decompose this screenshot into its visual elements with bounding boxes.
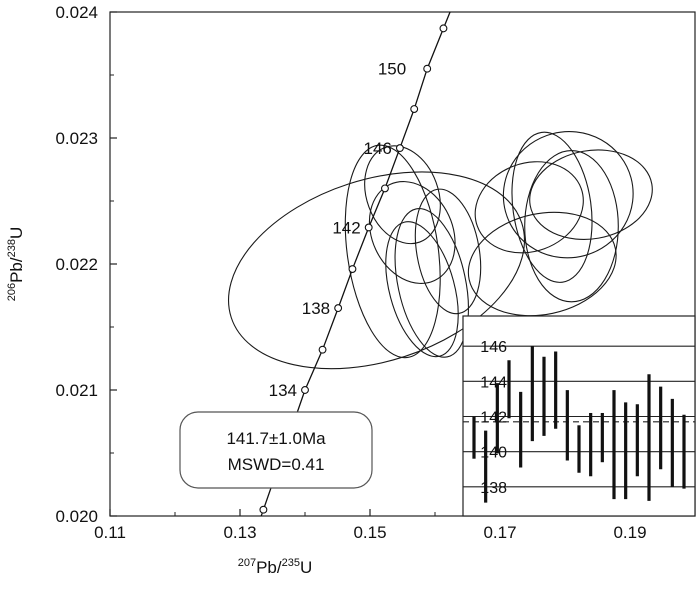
axes: 0.110.130.150.170.190.210.0200.0210.0220… [55,3,696,542]
concordia-age-label: 142 [332,218,360,237]
y-label-sup2: 238 [6,239,18,257]
error-ellipse [394,208,469,358]
inset-tick-label: 142 [480,410,507,427]
annotation-frame [179,411,373,489]
error-ellipse [364,145,441,245]
error-ellipses [227,131,653,370]
age-result: 141.7±1.0Ma [226,429,326,448]
x-tick-label: 0.13 [223,523,256,542]
concordia-age-marker [410,105,419,113]
y-label-base2: U [7,227,26,239]
concordia-age-marker [364,223,373,232]
annotation-box: 141.7±1.0Ma MSWD=0.41 [179,411,373,489]
concordia-age-marker [348,265,357,273]
y-label-sup1: 206 [6,283,18,301]
concordia-age-label: 146 [364,139,392,158]
x-label-base1: Pb/ [256,558,282,577]
concordia-age-marker [318,345,327,354]
y-tick-label: 0.022 [55,255,98,274]
concordia-curve [259,12,451,516]
error-ellipse [227,171,526,370]
error-ellipse [502,131,634,259]
x-tick-label: 0.17 [483,523,516,542]
concordia-age-marker [423,64,432,73]
y-axis-label: 206Pb/238U [6,227,26,302]
inset-tick-label: 146 [480,339,507,356]
mswd-value: MSWD=0.41 [228,455,325,474]
x-label-sup2: 235 [282,557,300,569]
main-plot: 150 146 142 138 134 [227,12,653,516]
y-label-base1: Pb/ [7,257,26,283]
error-ellipse [385,221,459,358]
error-ellipse [368,181,456,284]
x-tick-label: 0.19 [613,523,646,542]
error-ellipse [467,211,617,317]
x-tick-label: 0.15 [353,523,386,542]
y-tick-label: 0.023 [55,129,98,148]
concordia-age-marker [259,505,268,514]
error-ellipse [474,161,584,254]
x-tick-label: 0.11 [94,523,126,542]
concordia-age-marker [395,144,404,153]
concordia-age-marker [439,24,448,33]
error-ellipse [529,149,653,240]
inset-tick-label: 144 [480,374,507,391]
x-label-base2: U [300,558,312,577]
error-ellipse [511,131,593,283]
concordia-age-marker [334,304,343,313]
x-axis-label: 207Pb/235U [238,557,313,577]
concordia-age-marker [381,184,389,193]
concordia-age-marker [301,386,309,394]
concordia-age-label: 138 [302,299,330,318]
concordia-age-label: 150 [378,60,406,79]
error-ellipse [524,150,619,303]
y-tick-label: 0.024 [55,3,98,22]
y-tick-label: 0.020 [55,507,98,526]
x-label-sup1: 207 [238,557,256,569]
y-tick-label: 0.021 [55,381,98,400]
concordia-age-label: 134 [269,381,297,400]
